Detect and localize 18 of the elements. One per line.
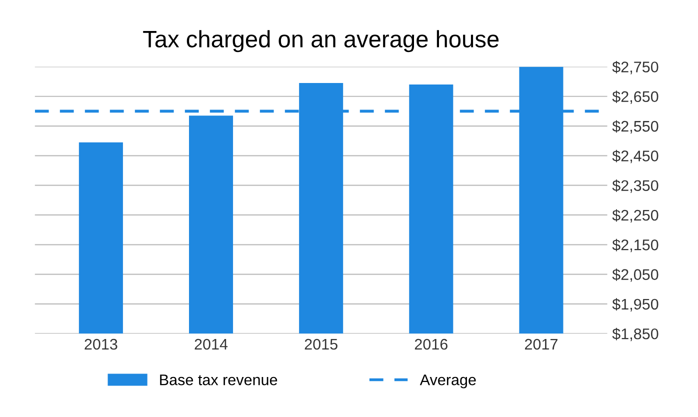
y-tick-label: $2,150 xyxy=(612,238,658,252)
x-tick-label: 2015 xyxy=(304,338,338,350)
y-tick-label: $2,550 xyxy=(612,120,658,134)
x-tick-label: 2016 xyxy=(414,338,448,350)
legend-label: Base tax revenue xyxy=(160,374,278,386)
y-tick-label: $2,050 xyxy=(612,268,658,282)
y-tick-label: $2,250 xyxy=(612,209,658,222)
y-tick-label: $1,950 xyxy=(612,298,658,312)
y-tick-label: $2,450 xyxy=(612,150,658,164)
y-tick-label: $2,750 xyxy=(612,60,658,74)
legend-label: Average xyxy=(420,374,476,388)
x-tick-label: 2017 xyxy=(524,338,558,350)
y-tick-label: $1,850 xyxy=(612,328,658,342)
chart-title: Tax charged on an average house xyxy=(143,30,499,52)
x-tick-label: 2013 xyxy=(84,338,118,350)
y-tick-label: $2,350 xyxy=(612,180,658,193)
y-tick-label: $2,650 xyxy=(612,90,658,104)
x-tick-label: 2014 xyxy=(194,338,228,350)
